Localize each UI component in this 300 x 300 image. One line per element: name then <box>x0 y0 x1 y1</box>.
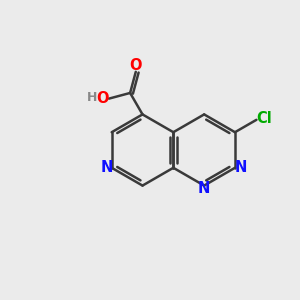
Text: N: N <box>198 181 210 196</box>
Text: H: H <box>87 91 98 103</box>
Text: O: O <box>96 91 109 106</box>
Text: O: O <box>130 58 142 73</box>
Text: Cl: Cl <box>257 111 272 126</box>
Text: N: N <box>100 160 112 175</box>
Text: N: N <box>235 160 247 175</box>
